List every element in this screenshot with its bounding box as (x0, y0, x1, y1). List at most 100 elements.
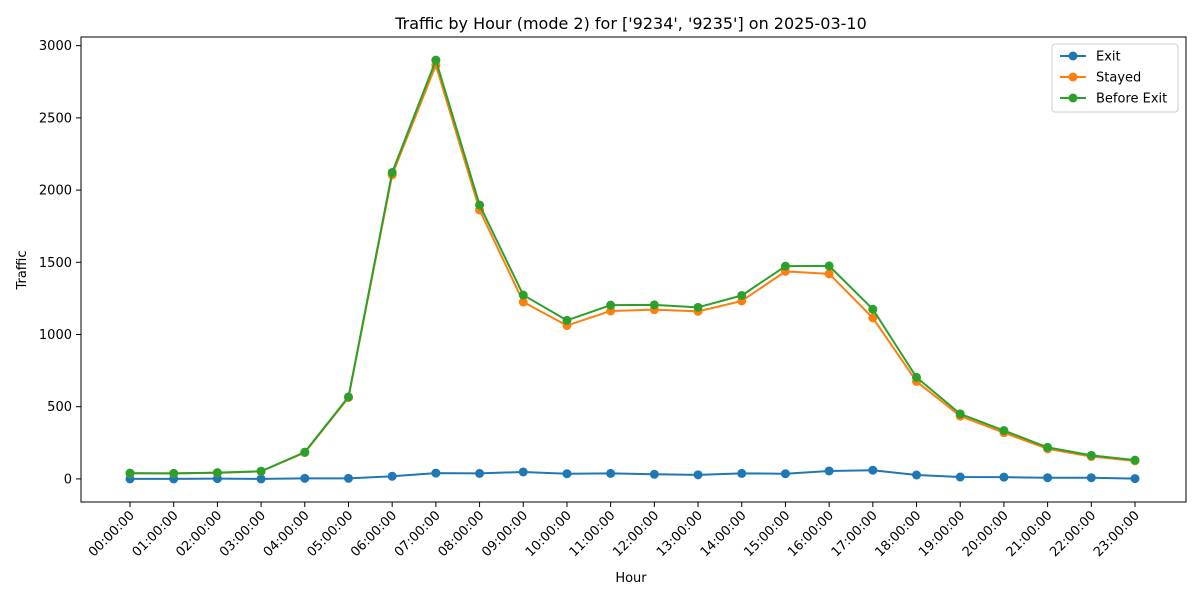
x-tick-label: 13:00:00 (654, 508, 706, 560)
data-point (431, 468, 441, 478)
data-point (169, 468, 179, 478)
data-point (999, 426, 1009, 436)
legend: Exit Stayed Before Exit (1051, 43, 1179, 113)
data-point (1086, 450, 1096, 460)
plot-area (125, 55, 1140, 484)
data-point (649, 469, 659, 479)
x-tick-label: 03:00:00 (217, 508, 269, 560)
data-point (387, 471, 397, 481)
x-tick-label: 07:00:00 (392, 508, 444, 560)
data-point (606, 468, 616, 478)
data-point (824, 269, 834, 279)
y-tick-label: 1000 (39, 328, 72, 343)
data-point (1086, 473, 1096, 483)
data-point (562, 315, 572, 325)
legend-marker (1068, 72, 1078, 82)
data-point (518, 297, 528, 307)
data-point (737, 290, 747, 300)
data-point (912, 470, 922, 480)
data-point (256, 474, 266, 484)
series-line (130, 469, 1136, 480)
x-tick-label: 22:00:00 (1047, 508, 1099, 560)
legend-label: Stayed (1096, 71, 1141, 86)
data-point (824, 261, 834, 271)
y-axis-title: Traffic (15, 250, 30, 290)
x-tick-label: 09:00:00 (479, 508, 531, 560)
data-point (212, 468, 222, 478)
x-tick-label: 05:00:00 (304, 508, 356, 560)
legend-item: Exit (1060, 50, 1121, 65)
x-tick-label: 12:00:00 (610, 508, 662, 560)
x-axis-title: Hour (615, 571, 647, 586)
data-point (475, 468, 485, 478)
x-tick-label: 04:00:00 (261, 508, 313, 560)
data-point (343, 392, 353, 402)
legend-item: Before Exit (1060, 92, 1167, 107)
x-tick-label: 08:00:00 (435, 508, 487, 560)
data-point (868, 465, 878, 475)
legend-label: Exit (1096, 50, 1121, 65)
x-tick-label: 14:00:00 (698, 508, 750, 560)
data-point (1043, 473, 1053, 483)
x-tick-label: 15:00:00 (741, 508, 793, 560)
data-point (999, 472, 1009, 482)
x-tick-label: 02:00:00 (173, 508, 225, 560)
data-point (649, 300, 659, 310)
y-tick-label: 0 (64, 472, 72, 487)
data-point (912, 372, 922, 382)
data-point (300, 447, 310, 457)
data-point (562, 469, 572, 479)
series-line (130, 64, 1136, 475)
data-point (868, 304, 878, 314)
y-tick-label: 2500 (39, 111, 72, 126)
data-point (955, 472, 965, 482)
data-point (343, 473, 353, 483)
data-point (475, 200, 485, 210)
data-point (518, 467, 528, 477)
data-point (606, 300, 616, 310)
data-point (431, 55, 441, 65)
data-point (780, 261, 790, 271)
legend-box (1051, 43, 1179, 113)
y-axis: 0 500 1000 1500 2000 2500 3000 (39, 39, 81, 487)
legend-label: Before Exit (1096, 92, 1167, 107)
data-point (693, 302, 703, 312)
data-point (737, 468, 747, 478)
data-point (125, 468, 135, 478)
x-tick-label: 20:00:00 (960, 508, 1012, 560)
data-point (955, 409, 965, 419)
x-tick-label: 17:00:00 (829, 508, 881, 560)
series-exit (125, 465, 1140, 484)
x-tick-label: 21:00:00 (1004, 508, 1056, 560)
series-line (129, 59, 1136, 475)
x-tick-label: 11:00:00 (567, 508, 619, 560)
data-point (256, 466, 266, 476)
series-before-exit (125, 55, 1140, 478)
x-tick-label: 19:00:00 (916, 508, 968, 560)
data-point (868, 313, 878, 323)
chart-title: Traffic by Hour (mode 2) for ['9234', '9… (394, 14, 867, 33)
y-tick-label: 3000 (39, 39, 72, 54)
x-tick-label: 16:00:00 (785, 508, 837, 560)
x-tick-label: 10:00:00 (523, 508, 575, 560)
x-tick-label: 18:00:00 (872, 508, 924, 560)
data-point (1043, 442, 1053, 452)
data-point (693, 470, 703, 480)
data-point (387, 167, 397, 177)
y-tick-label: 1500 (39, 256, 72, 271)
x-tick-label: 06:00:00 (348, 508, 400, 560)
data-point (780, 469, 790, 479)
plot-frame (80, 36, 1187, 503)
y-tick-label: 2000 (39, 184, 72, 199)
legend-item: Stayed (1060, 71, 1141, 86)
data-point (1130, 455, 1140, 465)
x-tick-label: 01:00:00 (130, 508, 182, 560)
y-tick-label: 500 (47, 400, 72, 415)
x-axis: 00:00:0001:00:0002:00:0003:00:0004:00:00… (86, 502, 1143, 560)
data-point (518, 290, 528, 300)
data-point (300, 473, 310, 483)
x-tick-label: 00:00:00 (86, 508, 138, 560)
data-point (1130, 474, 1140, 484)
series-stayed (125, 60, 1140, 478)
